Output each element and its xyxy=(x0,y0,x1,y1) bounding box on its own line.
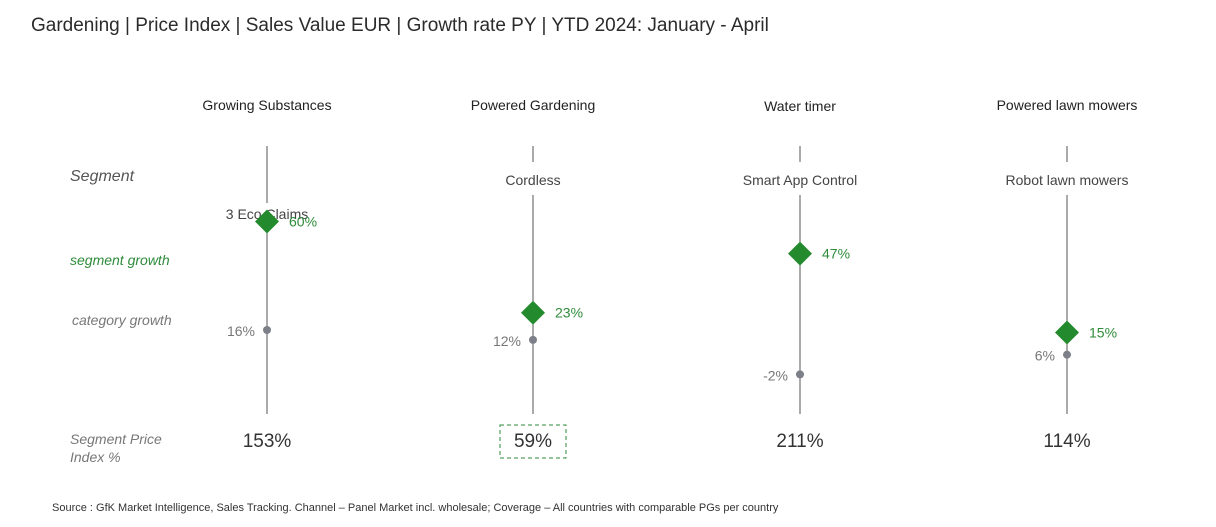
category-header: Water timer xyxy=(764,98,836,114)
segment-growth-marker xyxy=(788,241,812,266)
price-index-value: 211% xyxy=(776,431,823,452)
category-growth-point xyxy=(263,326,271,334)
category-header: Powered lawn mowers xyxy=(997,97,1138,113)
category-growth-label: -2% xyxy=(763,367,788,383)
chart-title: Gardening | Price Index | Sales Value EU… xyxy=(31,15,769,36)
category-header: Powered Gardening xyxy=(471,97,596,113)
segment-growth-label: 47% xyxy=(822,246,850,262)
category-growth-row-label: category growth xyxy=(72,312,172,328)
segment-growth-label: 15% xyxy=(1089,324,1117,340)
price-index-row-label: Segment Price Index % xyxy=(70,430,162,466)
segment-row-label: Segment xyxy=(70,168,135,185)
price-index-value: 153% xyxy=(243,431,292,452)
segment-label: Smart App Control xyxy=(743,172,857,188)
source-note: Source : GfK Market Intelligence, Sales … xyxy=(52,502,779,514)
category-header: Growing Substances xyxy=(202,97,331,113)
segment-growth-label: 23% xyxy=(555,305,583,321)
segment-label: Robot lawn mowers xyxy=(1006,172,1129,188)
segment-growth-marker xyxy=(521,300,545,325)
segment-growth-label: 60% xyxy=(289,214,317,230)
segment-label: Cordless xyxy=(505,172,560,188)
category-growth-label: 6% xyxy=(1035,348,1055,364)
segment-growth-marker xyxy=(1055,320,1079,345)
price-index-label-line2: Index % xyxy=(70,449,121,465)
price-index-value: 114% xyxy=(1043,431,1090,452)
category-growth-label: 12% xyxy=(493,333,521,349)
price-index-value: 59% xyxy=(514,431,552,452)
price-index-label-line1: Segment Price xyxy=(70,431,162,447)
segment-growth-marker xyxy=(255,209,279,234)
category-growth-point xyxy=(529,335,537,344)
category-growth-point xyxy=(1063,350,1071,359)
category-growth-label: 16% xyxy=(227,323,255,339)
category-growth-point xyxy=(796,370,804,379)
segment-growth-row-label: segment growth xyxy=(70,252,170,268)
